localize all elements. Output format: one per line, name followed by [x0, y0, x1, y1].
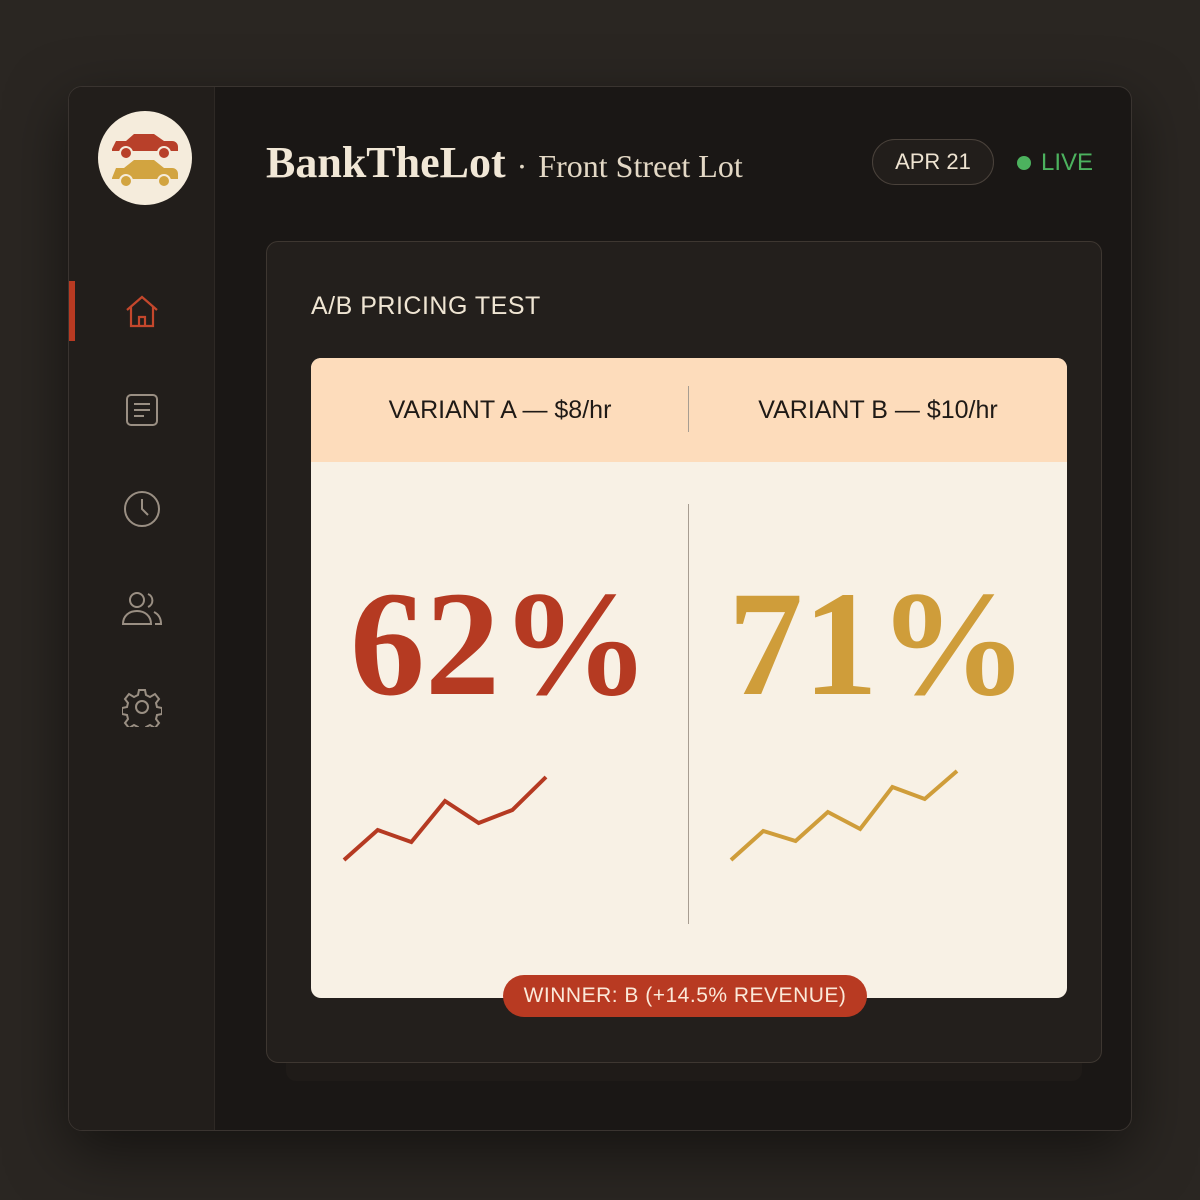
title-separator: ·	[516, 148, 528, 184]
winner-badge: WINNER: B (+14.5% REVENUE)	[503, 975, 867, 1017]
variant-header: VARIANT A — $8/hr VARIANT B — $10/hr	[311, 358, 1067, 462]
variant-b-value: 71%	[728, 561, 1028, 727]
header-divider	[688, 386, 689, 432]
variant-a-sparkline	[342, 775, 548, 862]
variant-a-label: VARIANT A — $8/hr	[388, 395, 612, 424]
variant-b-label: VARIANT B — $10/hr	[758, 395, 998, 424]
sparkline-path	[342, 775, 548, 862]
live-dot-icon	[1017, 156, 1031, 170]
live-status: LIVE	[1017, 149, 1093, 177]
brand-name: BankTheLot	[266, 138, 506, 187]
lot-name: Front Street Lot	[538, 148, 743, 184]
home-icon	[126, 295, 158, 328]
app-window: BankTheLot · Front Street Lot APR 21 LIV…	[68, 86, 1132, 1131]
body-divider	[688, 504, 689, 924]
variant-a-value: 62%	[350, 561, 650, 727]
sidebar-item-home[interactable]	[69, 281, 215, 341]
logo-cars-icon	[98, 111, 192, 205]
sidebar-item-reports[interactable]	[69, 380, 215, 440]
sidebar-item-history[interactable]	[69, 479, 215, 539]
sidebar	[69, 87, 215, 1130]
variant-b-sparkline	[729, 769, 959, 862]
document-icon	[126, 394, 158, 426]
sidebar-item-users[interactable]	[69, 578, 215, 638]
date-badge[interactable]: APR 21	[872, 139, 994, 185]
sparkline-path	[729, 769, 959, 862]
comparison-panel: VARIANT A — $8/hr VARIANT B — $10/hr 62%…	[311, 358, 1067, 998]
gear-icon	[122, 689, 162, 727]
clock-icon	[124, 491, 160, 527]
live-label: LIVE	[1041, 149, 1094, 176]
card-title: A/B PRICING TEST	[311, 292, 541, 320]
sidebar-item-settings[interactable]	[69, 677, 215, 737]
users-icon	[121, 592, 163, 625]
page-title: BankTheLot · Front Street Lot	[266, 137, 743, 188]
ab-test-card: A/B PRICING TEST VARIANT A — $8/hr VARIA…	[266, 241, 1102, 1063]
